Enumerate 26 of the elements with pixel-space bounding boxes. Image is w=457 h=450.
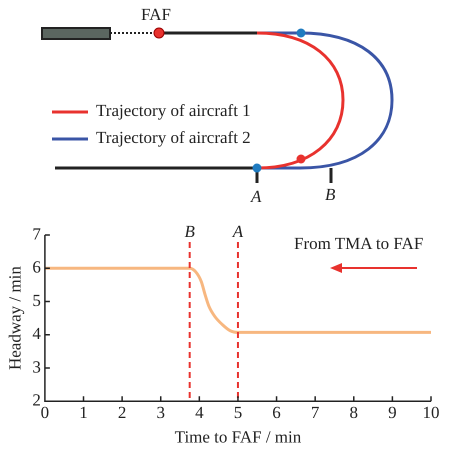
x-tick-label: 8 xyxy=(350,402,358,422)
x-tick-label: 10 xyxy=(422,402,440,422)
x-tick-label: 5 xyxy=(234,402,242,422)
text: B xyxy=(325,185,336,204)
text: A xyxy=(251,187,262,206)
x-tick-label: 0 xyxy=(40,402,50,422)
ref-line-label: B xyxy=(184,222,196,241)
x-tick-label: 4 xyxy=(195,402,204,422)
x-tick-label: 1 xyxy=(79,402,88,422)
x-tick-label: 3 xyxy=(156,402,165,422)
y-tick-label: 6 xyxy=(32,258,41,277)
annotation: From TMA to FAF xyxy=(294,234,424,253)
y-tick-label: 4 xyxy=(32,324,42,344)
y-axis-title: Headway / min xyxy=(6,266,25,370)
y-tick-label: 3 xyxy=(32,357,41,376)
x-tick-label: 9 xyxy=(388,402,397,422)
y-tick-label: 2 xyxy=(32,390,41,410)
x-tick-label: 2 xyxy=(118,402,126,422)
x-tick-label: 7 xyxy=(310,402,320,422)
x-tick-label: 6 xyxy=(272,402,281,422)
x-axis-title: Time to FAF / min xyxy=(174,427,302,446)
line-series xyxy=(44,266,431,334)
y-tick-label: 5 xyxy=(32,290,41,310)
ref-line-label: A xyxy=(232,222,244,241)
y-tick-label: 7 xyxy=(32,224,42,244)
text: FAF xyxy=(141,5,171,24)
